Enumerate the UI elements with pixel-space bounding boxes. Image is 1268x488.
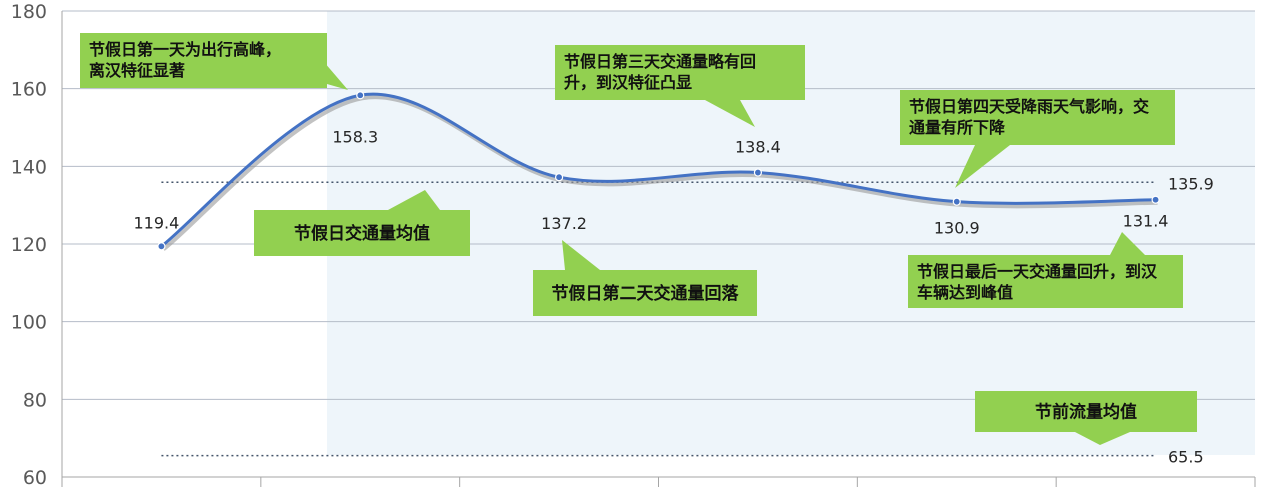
y-tick-label: 160 <box>11 79 47 101</box>
y-tick-label: 140 <box>11 156 47 178</box>
callout-box <box>555 45 805 100</box>
callout-text: 节假日最后一天交通量回升，到汉 <box>917 262 1158 281</box>
callout-text: 节假日第四天受降雨天气影响，交 <box>909 97 1149 116</box>
callout-box <box>533 270 757 316</box>
callout-pointer <box>705 100 755 127</box>
reference-line-label: 65.5 <box>1168 448 1204 467</box>
reference-line-label: 135.9 <box>1168 174 1214 193</box>
callout-pointer <box>562 240 600 270</box>
y-tick-label: 60 <box>23 467 47 488</box>
callout-text: 车辆达到峰值 <box>917 283 1013 302</box>
data-label: 158.3 <box>332 127 378 146</box>
data-label: 130.9 <box>934 219 980 238</box>
data-label: 131.4 <box>1123 212 1169 231</box>
callout-box <box>80 33 327 88</box>
data-point <box>753 168 763 177</box>
callout-pointer <box>388 190 440 210</box>
data-label: 119.4 <box>134 213 180 232</box>
callout-box <box>254 210 470 256</box>
callout-text: 离汉特征显著 <box>89 61 185 80</box>
callout-box <box>900 90 1175 145</box>
callout-text: 节假日第二天交通量回落 <box>552 283 740 304</box>
series-shadow <box>162 95 1158 251</box>
y-tick-label: 80 <box>23 389 47 411</box>
data-label: 137.2 <box>541 214 587 233</box>
y-tick-label: 180 <box>11 1 47 23</box>
y-tick-label: 120 <box>11 234 47 256</box>
callout-text: 节前流量均值 <box>1035 402 1137 423</box>
callout-text: 节假日第三天交通量略有回 <box>564 52 756 71</box>
annotation-callout: 节前流量均值 <box>975 391 1197 445</box>
callout-text: 节假日交通量均值 <box>294 223 430 244</box>
callout-text: 升，到汉特征凸显 <box>564 73 692 92</box>
data-point <box>1151 195 1160 204</box>
callout-text: 通量有所下降 <box>909 118 1006 137</box>
annotation-callout: 节假日第二天交通量回落 <box>533 240 757 316</box>
series-line <box>160 92 1156 248</box>
annotation-callout: 节假日第一天为出行高峰， 离汉特征显著 <box>80 33 348 90</box>
callout-pointer <box>1075 432 1130 445</box>
callout-box <box>975 391 1197 432</box>
callout-text: 节假日第一天为出行高峰， <box>89 40 281 59</box>
callout-pointer <box>955 145 1010 188</box>
y-tick-label: 100 <box>11 312 47 334</box>
data-point <box>157 242 166 251</box>
data-point <box>952 197 961 206</box>
data-label: 138.4 <box>735 138 781 157</box>
data-point <box>356 91 365 100</box>
callout-box <box>908 255 1183 308</box>
annotation-callout: 节假日交通量均值 <box>254 190 470 256</box>
data-point <box>554 173 564 182</box>
callout-pointer <box>1110 232 1145 255</box>
